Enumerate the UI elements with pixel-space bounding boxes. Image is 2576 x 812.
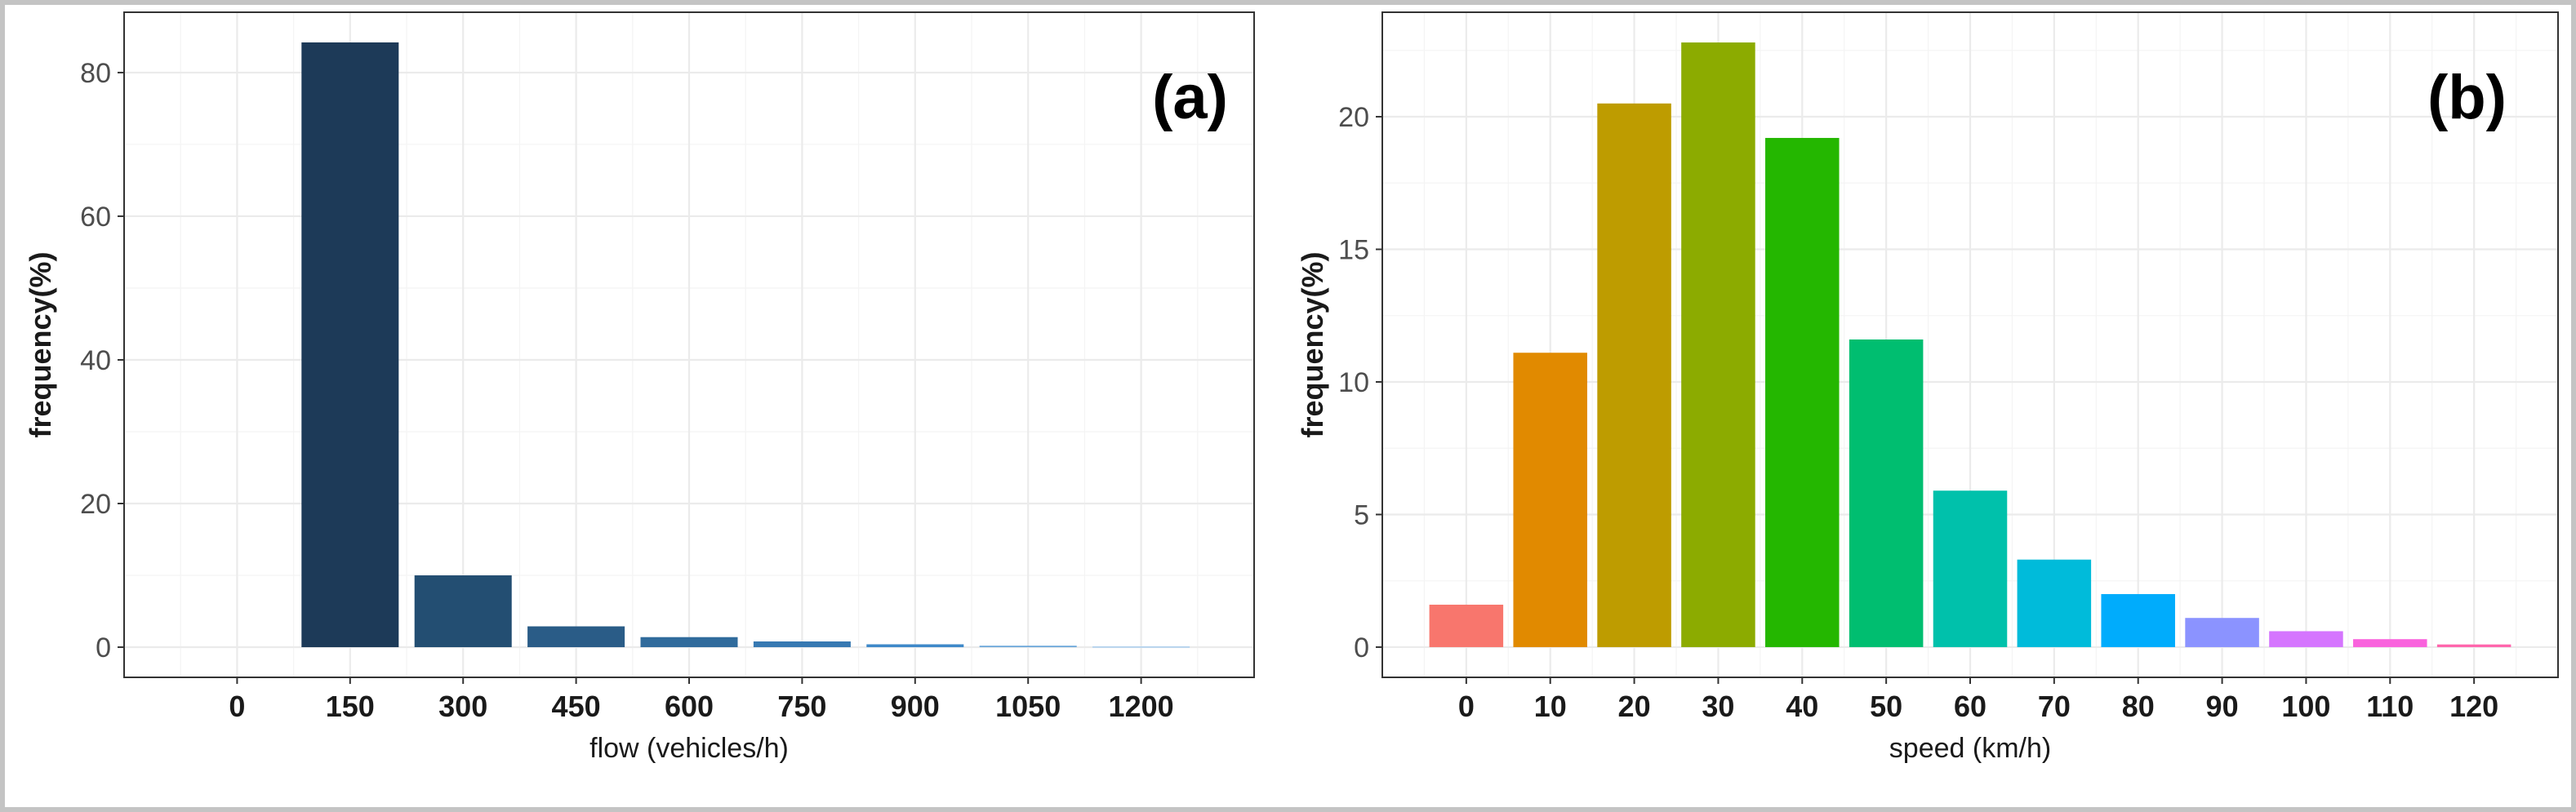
panel-label: (b) — [2427, 63, 2507, 132]
panel-b-speed-chart: 0 5 10 15 20 0 10 20 30 40 50 60 70 80 90 100 110 120 spee… — [1296, 11, 2559, 764]
y-tick-label: 0 — [1354, 632, 1369, 663]
bar-450 — [527, 626, 625, 648]
bar-10 — [1513, 353, 1587, 647]
x-tick-label: 60 — [1954, 690, 1987, 723]
x-tick-label: 450 — [552, 690, 601, 723]
y-tick-label: 20 — [80, 489, 111, 520]
x-tick-label: 40 — [1786, 690, 1818, 723]
x-tick-label: 150 — [326, 690, 375, 723]
y-tick-label: 5 — [1354, 499, 1369, 530]
y-tick-label: 20 — [1338, 102, 1369, 133]
bar-50 — [1849, 339, 1924, 647]
x-tick-label: 100 — [2281, 690, 2330, 723]
y-tick-label: 40 — [80, 345, 111, 376]
x-tick-label: 1200 — [1109, 690, 1174, 723]
y-tick-label: 60 — [80, 202, 111, 233]
bar-750 — [753, 641, 851, 648]
x-tick-label: 80 — [2122, 690, 2155, 723]
x-tick-label: 300 — [438, 690, 487, 723]
bar-60 — [1933, 490, 2008, 647]
panel-label: (a) — [1152, 63, 1228, 132]
x-tick-label: 750 — [777, 690, 826, 723]
x-tick-label: 50 — [1870, 690, 1902, 723]
bar-70 — [2017, 559, 2092, 647]
x-axis-title: speed (km/h) — [1889, 733, 2051, 764]
x-tick-label: 10 — [1534, 690, 1567, 723]
bar-20 — [1597, 103, 1671, 647]
x-tick-label: 30 — [1702, 690, 1734, 723]
x-tick-label: 70 — [2038, 690, 2071, 723]
y-axis-title: frequency(%) — [24, 251, 57, 437]
x-tick-label: 120 — [2449, 690, 2498, 723]
bar-30 — [1681, 42, 1755, 647]
plot-panel-border — [1381, 11, 2559, 678]
x-axis-title: flow (vehicles/h) — [589, 733, 789, 764]
bar-150 — [301, 42, 399, 648]
y-tick-label: 0 — [96, 632, 111, 663]
y-axis-title: frequency(%) — [1296, 251, 1329, 437]
x-tick-label: 0 — [1458, 690, 1475, 723]
bar-100 — [2269, 631, 2343, 647]
panel-a-flow-chart: 0 20 40 60 80 0 150 300 450 600 750 900 1050 1200 flow… — [24, 11, 1255, 764]
bar-0 — [1429, 604, 1504, 647]
y-tick-label: 15 — [1338, 235, 1369, 266]
bar-80 — [2101, 593, 2175, 647]
x-tick-label: 90 — [2206, 690, 2239, 723]
y-tick-label: 80 — [80, 58, 111, 89]
bar-110 — [2353, 639, 2427, 647]
bar-1050 — [979, 646, 1077, 648]
x-tick-label: 1050 — [995, 690, 1061, 723]
bar-1200 — [1092, 646, 1190, 648]
bar-40 — [1765, 138, 1840, 647]
x-tick-label: 600 — [665, 690, 714, 723]
y-tick-label: 10 — [1338, 367, 1369, 398]
bar-600 — [640, 637, 738, 648]
bar-90 — [2185, 618, 2259, 647]
x-tick-label: 0 — [229, 690, 245, 723]
plot-panel-border — [123, 11, 1255, 678]
x-tick-label: 110 — [2366, 690, 2414, 723]
x-tick-label: 900 — [891, 690, 940, 723]
bar-120 — [2436, 644, 2511, 647]
x-tick-label: 20 — [1618, 690, 1651, 723]
bar-300 — [414, 575, 512, 648]
bar-900 — [866, 644, 964, 648]
